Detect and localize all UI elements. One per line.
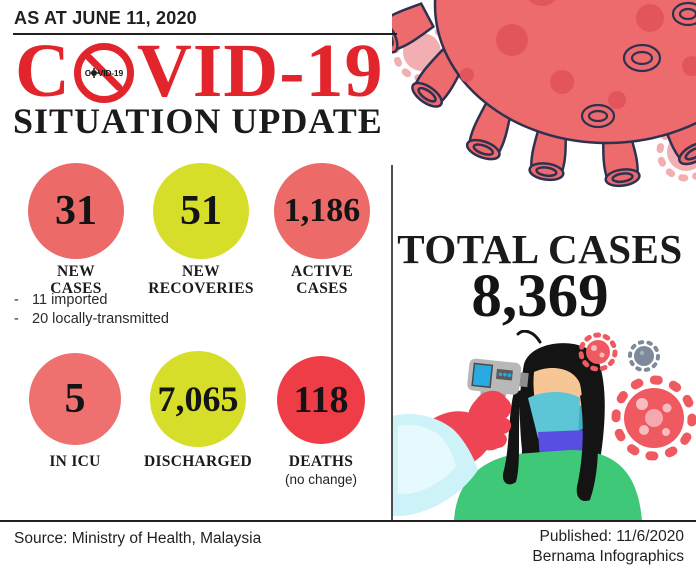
prohibition-badge: C VID-19 bbox=[85, 69, 123, 78]
glove-wrist bbox=[428, 411, 488, 469]
stat-circle: 1,186 bbox=[274, 163, 370, 259]
title-letter-c: C bbox=[15, 29, 71, 113]
source-text: Source: Ministry of Health, Malaysia bbox=[14, 530, 262, 547]
virus-icon-small-red bbox=[578, 332, 618, 372]
header-rule bbox=[13, 33, 397, 35]
stat-label: NEW CASES bbox=[50, 263, 102, 298]
mask-strap bbox=[576, 404, 592, 432]
stat-value: 51 bbox=[180, 188, 222, 234]
hair-lock bbox=[502, 390, 522, 485]
virus-body bbox=[433, 0, 696, 145]
stat-new-cases: 31 NEW CASES bbox=[0, 163, 156, 297]
stat-circle: 31 bbox=[28, 163, 124, 259]
page-subtitle: SITUATION UPDATE bbox=[13, 101, 383, 141]
coronavirus-illustration bbox=[392, 0, 696, 188]
publication-info: Published: 11/6/2020 Bernama Infographic… bbox=[532, 527, 684, 567]
stat-value: 7,065 bbox=[157, 379, 239, 419]
published-text: Published: 11/6/2020 bbox=[539, 528, 685, 545]
stat-active-cases: 1,186 ACTIVE CASES bbox=[242, 163, 402, 297]
virus-icon-large-red bbox=[611, 375, 696, 461]
stat-discharged: 7,065 DISCHARGED bbox=[118, 351, 278, 472]
hair bbox=[519, 343, 605, 501]
thermometer-icon bbox=[467, 358, 529, 448]
virus-silhouette-icon bbox=[392, 22, 696, 182]
stat-circle: 7,065 bbox=[150, 351, 246, 447]
prohibition-icon: C VID-19 bbox=[73, 43, 134, 103]
stat-circle: 51 bbox=[153, 163, 249, 259]
face bbox=[533, 368, 583, 430]
total-cases-value: 8,369 bbox=[471, 263, 609, 330]
glove-hand bbox=[467, 390, 512, 451]
stat-in-icu: 5 IN ICU bbox=[0, 353, 155, 472]
title-letters-rest: VID-19 bbox=[136, 29, 384, 113]
sleeve bbox=[392, 413, 478, 517]
hoodie bbox=[454, 450, 642, 521]
page-title: C C VID-19 VID-19 bbox=[15, 29, 384, 113]
virus-icon-gray bbox=[628, 340, 660, 372]
stat-value: 1,186 bbox=[283, 192, 361, 229]
stat-label: DEATHS bbox=[288, 453, 354, 470]
sleeve-highlight bbox=[398, 424, 456, 495]
notes-list: -11 imported -20 locally-transmitted bbox=[14, 291, 169, 329]
virus-dot-icon bbox=[91, 70, 98, 76]
stat-new-recoveries: 51 NEW RECOVERIES bbox=[121, 163, 281, 297]
stat-value: 31 bbox=[55, 188, 97, 234]
stat-circle: 118 bbox=[277, 356, 365, 444]
temperature-check-illustration bbox=[392, 330, 696, 521]
badge-text-right: VID-19 bbox=[97, 67, 123, 78]
stat-value: 5 bbox=[64, 376, 86, 422]
stat-value: 118 bbox=[293, 379, 349, 421]
virus-spikes bbox=[392, 2, 696, 188]
deaths-note: (no change) bbox=[284, 472, 358, 488]
stat-circle: 5 bbox=[29, 353, 121, 445]
hair-strand bbox=[516, 330, 542, 344]
footer-rule bbox=[0, 520, 696, 522]
stat-label: NEW RECOVERIES bbox=[148, 263, 254, 298]
section-divider bbox=[391, 165, 393, 520]
credit-text: Bernama Infographics bbox=[532, 548, 684, 565]
face-mask bbox=[528, 392, 580, 444]
badge-text-left: C bbox=[84, 67, 91, 78]
note-item: -11 imported bbox=[14, 292, 108, 308]
hair-lock bbox=[576, 390, 598, 502]
stat-label: ACTIVE CASES bbox=[290, 263, 354, 298]
note-item: -20 locally-transmitted bbox=[14, 311, 169, 327]
stat-label: DISCHARGED bbox=[143, 453, 253, 470]
stat-deaths: 118 DEATHS (no change) bbox=[241, 356, 401, 487]
collar bbox=[538, 430, 592, 488]
stat-label: IN ICU bbox=[49, 453, 101, 470]
total-cases-label: TOTAL CASES bbox=[397, 226, 683, 272]
header-date: AS AT JUNE 11, 2020 bbox=[14, 8, 197, 28]
